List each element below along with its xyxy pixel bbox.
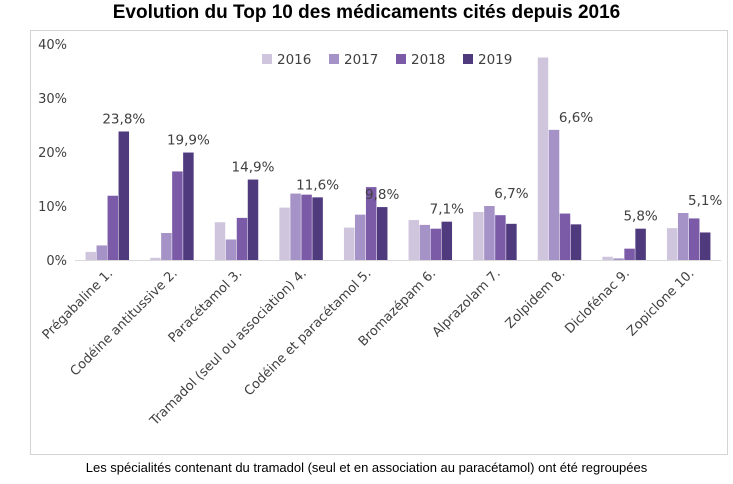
bar [172,171,183,260]
bar [225,239,237,260]
x-tick-label: Zopiclone 10. [624,266,697,339]
x-tick-label: Alprazolam 7. [430,266,504,340]
bar [677,213,689,260]
data-label: 5,1% [688,193,722,209]
data-label: 11,6% [296,177,339,193]
data-label: 6,6% [559,110,593,126]
bar [107,195,119,260]
bar [666,228,678,260]
bar [118,131,130,260]
bar [699,232,711,260]
bar [602,256,613,260]
bar [279,207,290,260]
bar [365,187,377,260]
y-tick-label: 20% [38,146,67,161]
bar [548,129,560,260]
bar [473,211,484,260]
bar [624,248,635,260]
bar [537,57,549,260]
y-tick-label: 0% [46,254,67,269]
bar [96,245,108,260]
bar [150,257,161,260]
bar [495,215,506,260]
bar [236,217,248,260]
y-tick-label: 10% [38,200,67,215]
footnote: Les spécialités contenant du tramadol (s… [85,460,648,475]
bar [161,233,172,260]
x-tick-label: Diclofénac 9. [562,266,633,337]
bar-chart: 0%10%20%30%40% 23,8%Prégabaline 1.19,9%C… [38,38,722,429]
bar [559,213,571,260]
bar [312,197,323,260]
data-label: 6,7% [494,186,528,202]
bar [247,179,259,260]
legend-swatch [329,54,339,64]
bar [354,214,366,260]
x-tick-label: Zolpidem 8. [503,266,569,332]
bar [441,221,453,260]
legend-label: 2017 [344,52,378,68]
data-label: 9,8% [365,187,399,203]
x-tick-label: Codéine et paracétamol 5. [242,266,375,399]
bar [570,224,582,260]
bar [613,258,624,260]
legend-label: 2018 [411,52,445,68]
legend-swatch [396,54,406,64]
bar [376,207,388,260]
y-tick-label: 30% [38,92,67,107]
data-label: 5,8% [623,209,657,225]
legend-swatch [463,54,473,64]
bar [635,228,646,260]
bar [85,251,97,260]
x-tick-label: Codéine antitussive 2. [68,266,181,379]
data-label: 19,9% [167,133,210,149]
bar [343,227,355,260]
bar [688,218,700,260]
y-tick-label: 40% [38,38,67,53]
bar [290,193,301,260]
bar [506,223,517,260]
data-label: 14,9% [232,160,275,176]
legend-label: 2016 [277,52,311,68]
bar [183,152,194,260]
bar [419,224,431,260]
bar [484,206,495,260]
chart-title: Evolution du Top 10 des médicaments cité… [112,2,621,23]
data-label: 23,8% [102,112,145,128]
data-label: 7,1% [430,202,464,218]
bar [214,222,226,260]
chart-area: 0% 10% 20% 30% 40% 23,8% Prégabaline 1. 19,9% C… [30,30,728,455]
bar [430,228,442,260]
bar [408,220,420,260]
legend-label: 2019 [478,52,512,68]
legend-swatch [262,54,272,64]
bar [301,194,312,260]
